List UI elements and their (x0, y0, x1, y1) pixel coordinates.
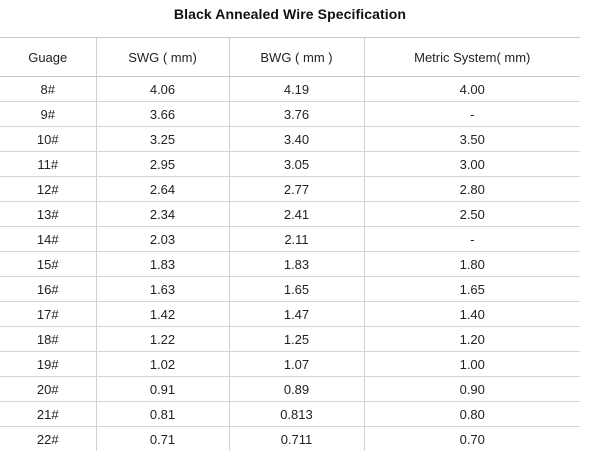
cell-swg: 3.25 (95, 126, 229, 152)
cell-guage: 10# (0, 126, 96, 152)
table-row: 11# 2.95 3.05 3.00 (0, 151, 580, 177)
table-body: 8# 4.06 4.19 4.00 9# 3.66 3.76-10# 3.25 3.40 3.50… (0, 76, 580, 451)
table-row: 17# 1.42 1.47 1.40 (0, 301, 580, 327)
cell-bwg: 3.40 (228, 126, 364, 152)
cell-metric: - (363, 226, 580, 252)
cell-metric: 3.00 (363, 151, 580, 177)
cell-metric: 1.40 (363, 301, 580, 327)
cell-bwg: 1.07 (228, 351, 364, 377)
cell-bwg: 4.19 (228, 76, 364, 102)
cell-guage: 19# (0, 351, 96, 377)
cell-swg: 4.06 (95, 76, 229, 102)
cell-swg: 2.95 (95, 151, 229, 177)
cell-guage: 21# (0, 401, 96, 427)
table-row: 20# 0.91 0.89 0.90 (0, 376, 580, 402)
cell-metric: 0.90 (363, 376, 580, 402)
cell-bwg: 0.89 (228, 376, 364, 402)
cell-bwg: 1.47 (228, 301, 364, 327)
cell-metric: 2.80 (363, 176, 580, 202)
cell-guage: 13# (0, 201, 96, 227)
table-row: 9# 3.66 3.76- (0, 101, 580, 127)
cell-bwg: 0.813 (228, 401, 364, 427)
cell-bwg: 1.25 (228, 326, 364, 352)
cell-bwg: 1.65 (228, 276, 364, 302)
cell-guage: 16# (0, 276, 96, 302)
cell-metric: 4.00 (363, 76, 580, 102)
cell-bwg: 1.83 (228, 251, 364, 277)
table-row: 14# 2.03 2.11- (0, 226, 580, 252)
cell-guage: 18# (0, 326, 96, 352)
specification-table: Guage SWG ( mm) BWG ( mm ) Metric System… (0, 37, 580, 451)
cell-bwg: 3.76 (228, 101, 364, 127)
cell-swg: 2.64 (95, 176, 229, 202)
table-row: 15# 1.83 1.83 1.80 (0, 251, 580, 277)
cell-metric: - (363, 101, 580, 127)
cell-metric: 0.70 (363, 426, 580, 451)
header-guage: Guage (0, 37, 96, 77)
cell-guage: 17# (0, 301, 96, 327)
cell-swg: 1.42 (95, 301, 229, 327)
cell-metric: 2.50 (363, 201, 580, 227)
cell-guage: 14# (0, 226, 96, 252)
cell-bwg: 0.711 (228, 426, 364, 451)
cell-metric: 1.80 (363, 251, 580, 277)
cell-swg: 1.63 (95, 276, 229, 302)
cell-metric: 0.80 (363, 401, 580, 427)
cell-swg: 2.03 (95, 226, 229, 252)
cell-guage: 22# (36, 431, 59, 447)
cell-bwg: 2.77 (228, 176, 364, 202)
table-row: 8# 4.06 4.19 4.00 (0, 76, 580, 102)
cell-metric: 1.65 (363, 276, 580, 302)
table-row: 13# 2.34 2.41 2.50 (0, 201, 580, 227)
cell-guage: 9# (0, 101, 96, 127)
table-row: 12# 2.64 2.77 2.80 (0, 176, 580, 202)
cell-guage: 15# (0, 251, 96, 277)
cell-swg: 1.02 (95, 351, 229, 377)
cell-swg: 1.83 (95, 251, 229, 277)
table-header-row: Guage SWG ( mm) BWG ( mm ) Metric System… (0, 37, 580, 77)
cell-metric: 1.00 (363, 351, 580, 377)
cell-guage: 8# (0, 76, 96, 102)
cell-bwg: 2.11 (228, 226, 364, 252)
cell-swg: 2.34 (95, 201, 229, 227)
cell-bwg: 2.41 (228, 201, 364, 227)
cell-swg: 3.66 (95, 101, 229, 127)
header-metric: Metric System( mm) (363, 37, 580, 77)
cell-swg: 0.91 (95, 376, 229, 402)
page-title: Black Annealed Wire Specification (173, 6, 407, 22)
table-row: 19# 1.02 1.07 1.00 (0, 351, 580, 377)
table-row: 10# 3.25 3.40 3.50 (0, 126, 580, 152)
cell-swg: 0.71 (95, 426, 229, 451)
cell-guage: 12# (0, 176, 96, 202)
table-row: 16# 1.63 1.65 1.65 (0, 276, 580, 302)
cell-guage: 20# (0, 376, 96, 402)
cell-swg: 1.22 (95, 326, 229, 352)
table-row: 22# 0.71 0.711 0.70 (0, 426, 580, 451)
header-bwg: BWG ( mm ) (228, 37, 364, 77)
table-row: 18# 1.22 1.25 1.20 (0, 326, 580, 352)
cell-metric: 3.50 (363, 126, 580, 152)
cell-swg: 0.81 (95, 401, 229, 427)
table-row: 21# 0.81 0.813 0.80 (0, 401, 580, 427)
cell-bwg: 3.05 (228, 151, 364, 177)
cell-guage: 11# (0, 151, 96, 177)
header-swg: SWG ( mm) (95, 37, 229, 77)
cell-metric: 1.20 (363, 326, 580, 352)
